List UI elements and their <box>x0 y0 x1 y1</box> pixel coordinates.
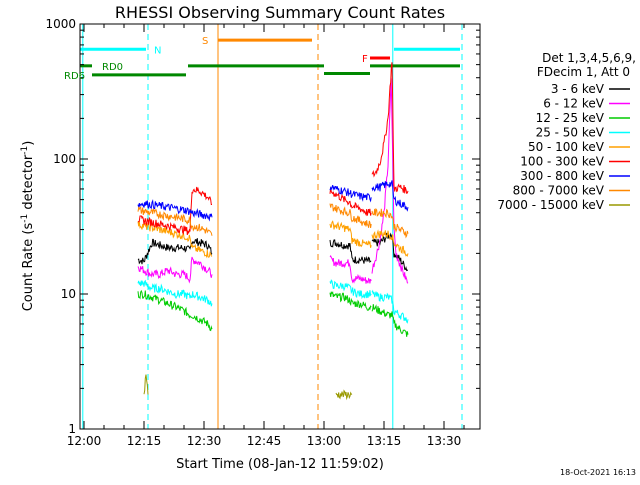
series-line-4-seg-0 <box>137 220 213 259</box>
series-line-5-seg-0 <box>137 186 212 236</box>
state-label-f: F <box>362 54 368 65</box>
y-axis-label-sup2: -1 <box>20 146 30 155</box>
series-line-1-seg-0 <box>137 256 213 284</box>
state-label-rd6: RD6 <box>64 71 85 82</box>
series-line-8-seg-0 <box>143 374 149 395</box>
series-line-2-seg-1 <box>329 290 372 311</box>
legend-label-3: 25 - 50 keV <box>536 126 605 140</box>
y-tick-label-0: 1 <box>68 422 76 436</box>
series-line-4-seg-2 <box>371 229 409 257</box>
x-tick-label-5: 13:15 <box>367 434 402 448</box>
chart-title: RHESSI Observing Summary Count Rates <box>115 3 445 22</box>
plot-area <box>80 24 463 429</box>
legend-label-8: 7000 - 15000 keV <box>497 198 604 212</box>
y-axis-label: Count Rate (s-1 detector-1) <box>20 141 36 312</box>
legend-label-0: 3 - 6 keV <box>551 82 605 96</box>
legend-label-2: 12 - 25 keV <box>536 111 605 125</box>
state-label-s: S <box>202 36 208 47</box>
y-tick-label-3: 1000 <box>45 17 76 31</box>
series-line-7-seg-1 <box>329 203 372 228</box>
series-line-0-seg-1 <box>329 239 372 264</box>
x-tick-label-1: 12:15 <box>127 434 162 448</box>
x-tick-label-3: 12:45 <box>247 434 282 448</box>
legend: Det 1,3,4,5,6,9, FDecim 1, Att 0 3 - 6 k… <box>497 51 636 212</box>
x-tick-label-4: 13:00 <box>307 434 342 448</box>
series-line-3-seg-0 <box>137 279 213 307</box>
y-axis-label-main: Count Rate (s <box>21 223 36 312</box>
legend-header-line2: FDecim 1, Att 0 <box>537 65 630 79</box>
legend-label-4: 50 - 100 keV <box>528 140 605 154</box>
legend-label-5: 100 - 300 keV <box>520 155 604 169</box>
y-axis-label-end: ) <box>21 141 36 146</box>
plot-frame <box>79 23 481 430</box>
series-line-6-seg-1 <box>329 184 372 203</box>
series-line-2-seg-0 <box>137 289 213 332</box>
state-label-rd0: RD0 <box>102 62 123 73</box>
series-line-6-seg-2 <box>371 180 409 212</box>
series-line-1-seg-2 <box>371 78 409 284</box>
state-label-n: N <box>154 45 161 56</box>
footer-date: 18-Oct-2021 16:13 <box>560 468 636 477</box>
x-tick-label-2: 12:30 <box>187 434 222 448</box>
series-line-8-seg-1 <box>335 389 353 401</box>
legend-label-6: 300 - 800 keV <box>520 169 604 183</box>
y-axis-label-sup1: -1 <box>20 214 30 223</box>
x-tick-label-6: 13:30 <box>427 434 462 448</box>
series-line-2-seg-2 <box>371 304 409 337</box>
series-line-6-seg-0 <box>137 199 213 222</box>
series-line-1-seg-1 <box>329 255 372 284</box>
series-line-7-seg-2 <box>371 207 409 239</box>
y-axis-label-mid: detector <box>21 154 36 214</box>
series-line-3-seg-2 <box>371 289 409 324</box>
x-axis-label: Start Time (08-Jan-12 11:59:02) <box>176 457 384 472</box>
series-line-5-seg-1 <box>329 187 372 217</box>
series-line-3-seg-1 <box>329 279 372 300</box>
series-line-7-seg-0 <box>137 205 213 236</box>
series-line-4-seg-1 <box>329 220 372 248</box>
y-tick-label-1: 10 <box>61 287 76 301</box>
series-line-5-seg-2 <box>371 62 409 195</box>
x-tick-label-0: 12:00 <box>67 434 102 448</box>
series-line-0-seg-0 <box>137 238 213 265</box>
legend-label-1: 6 - 12 keV <box>543 97 605 111</box>
legend-header-line1: Det 1,3,4,5,6,9, <box>542 51 636 65</box>
axes: 12:00 12:15 12:30 12:45 13:00 13:15 13:30 1 10 10… <box>45 17 480 448</box>
legend-label-7: 800 - 7000 keV <box>513 184 605 198</box>
y-tick-label-2: 100 <box>53 152 76 166</box>
